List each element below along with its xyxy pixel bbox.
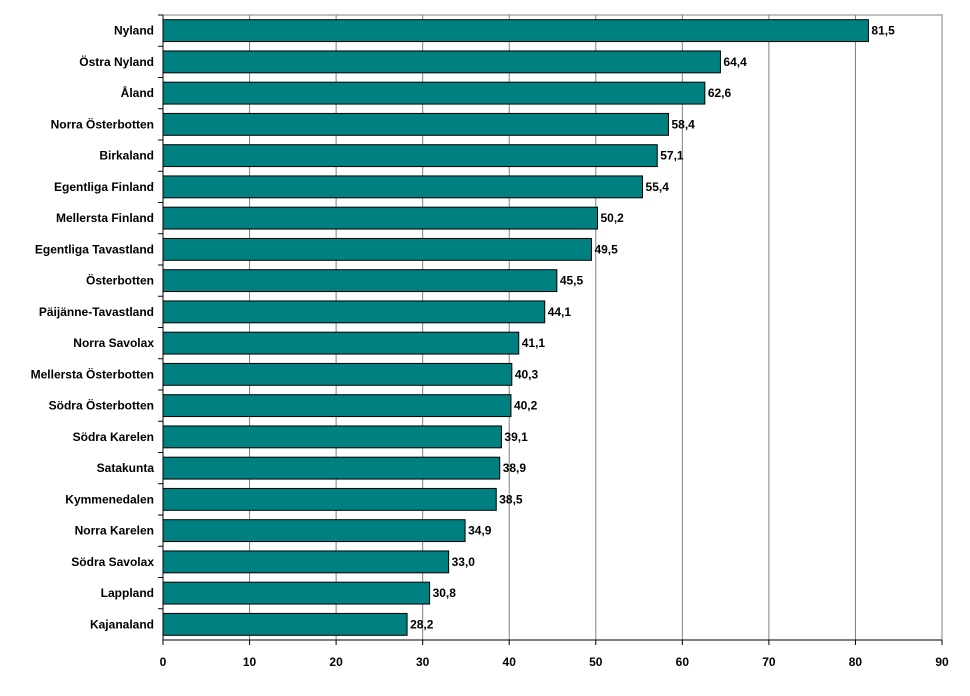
category-label: Östra Nyland: [79, 54, 154, 69]
x-tick-label: 60: [676, 655, 690, 669]
x-tick-label: 10: [243, 655, 257, 669]
data-label: 49,5: [594, 242, 618, 256]
category-label: Birkaland: [99, 149, 154, 163]
category-label: Åland: [121, 85, 154, 100]
data-label: 40,2: [514, 399, 538, 413]
data-label: 58,4: [671, 117, 695, 131]
category-label: Norra Karelen: [75, 524, 154, 538]
data-label: 57,1: [660, 149, 684, 163]
bar: [162, 612, 408, 636]
data-label: 38,9: [503, 461, 527, 475]
x-tick-label: 20: [329, 655, 343, 669]
data-label: 39,1: [504, 430, 528, 444]
data-label: 44,1: [548, 305, 572, 319]
category-label: Satakunta: [97, 461, 155, 475]
category-label: Lappland: [101, 586, 154, 600]
data-label: 55,4: [646, 180, 670, 194]
category-label: Österbotten: [86, 273, 154, 288]
x-tick-label: 40: [503, 655, 517, 669]
bar: [162, 144, 658, 168]
bar: [162, 487, 497, 511]
category-label: Södra Savolax: [71, 555, 154, 569]
category-label: Nyland: [114, 24, 154, 38]
data-label: 40,3: [515, 367, 539, 381]
bar: [162, 362, 513, 386]
bar: [162, 175, 644, 199]
x-tick-label: 70: [762, 655, 776, 669]
bar: [162, 112, 669, 136]
data-label: 41,1: [522, 336, 546, 350]
bar: [162, 206, 599, 230]
category-label: Kajanaland: [90, 617, 154, 631]
data-label: 64,4: [723, 55, 747, 69]
category-label: Norra Österbotten: [51, 116, 154, 131]
category-label: Mellersta Finland: [56, 211, 154, 225]
x-tick-label: 30: [416, 655, 430, 669]
bar: [162, 19, 869, 43]
bar: [162, 550, 450, 574]
category-label: Päijänne-Tavastland: [39, 305, 154, 319]
data-label: 30,8: [433, 586, 457, 600]
bar: [162, 331, 520, 355]
data-label: 34,9: [468, 524, 492, 538]
x-tick-label: 50: [589, 655, 603, 669]
x-tick-label: 90: [935, 655, 949, 669]
category-label: Södra Karelen: [73, 430, 154, 444]
bar: [162, 269, 558, 293]
bar: [162, 581, 431, 605]
bar: [162, 456, 501, 480]
bar: [162, 519, 466, 543]
plot-area: [162, 14, 943, 641]
data-label: 81,5: [871, 24, 895, 38]
data-label: 33,0: [452, 555, 476, 569]
data-label: 50,2: [601, 211, 625, 225]
category-label: Kymmenedalen: [65, 492, 154, 506]
bar: [162, 425, 502, 449]
x-tick-label: 80: [849, 655, 863, 669]
category-label: Mellersta Österbotten: [31, 366, 154, 381]
bar: [162, 394, 512, 418]
category-label: Egentliga Finland: [54, 180, 154, 194]
data-label: 28,2: [410, 617, 434, 631]
x-tick-label: 0: [160, 655, 167, 669]
category-label: Egentliga Tavastland: [35, 242, 154, 256]
bar: [162, 50, 721, 74]
category-label: Norra Savolax: [73, 336, 154, 350]
data-label: 45,5: [560, 274, 584, 288]
bar: [162, 237, 592, 261]
bar: [162, 81, 706, 105]
data-label: 62,6: [708, 86, 732, 100]
category-label: Södra Österbotten: [49, 398, 154, 413]
data-label: 38,5: [499, 492, 523, 506]
bar: [162, 300, 546, 324]
